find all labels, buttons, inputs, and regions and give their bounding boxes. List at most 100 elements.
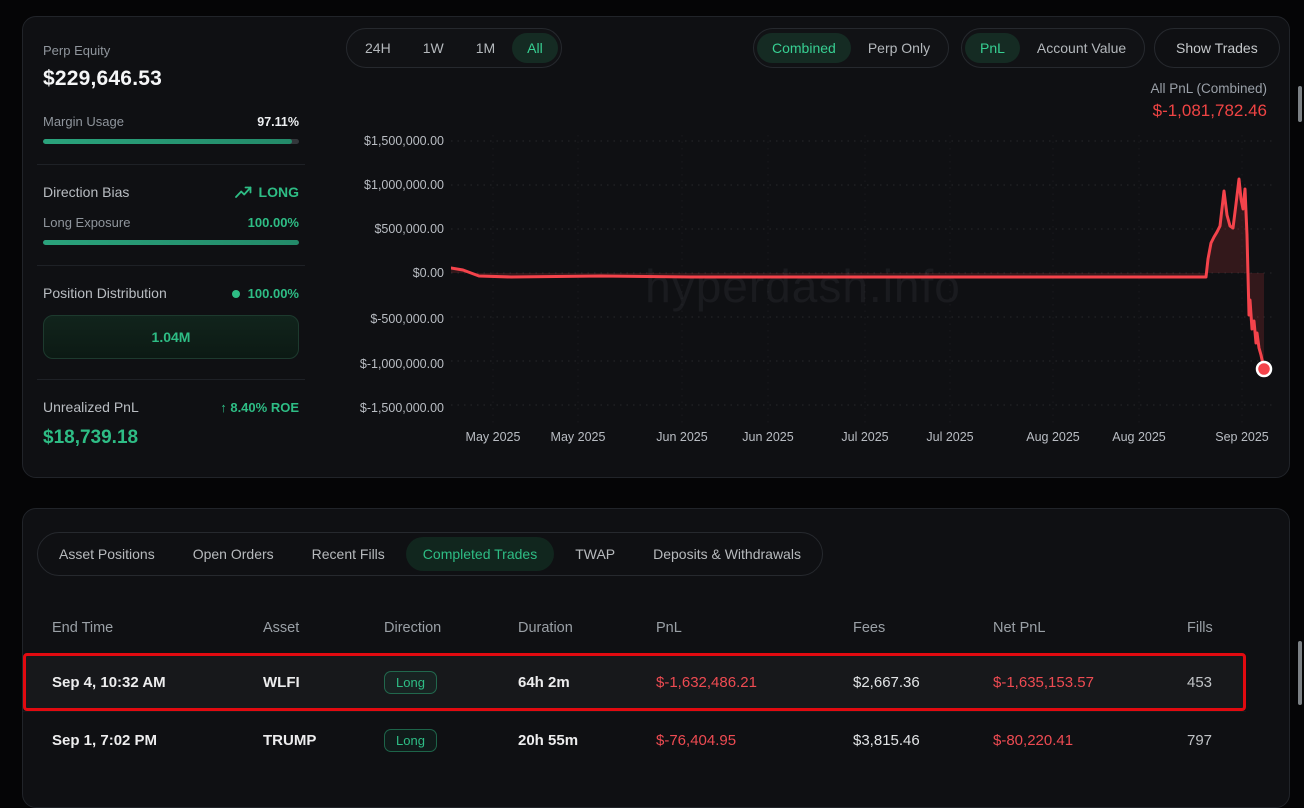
column-header-fills: Fills xyxy=(1187,620,1213,636)
range-1w[interactable]: 1W xyxy=(408,33,459,63)
y-tick-label: $-1,000,000.00 xyxy=(359,357,444,371)
cell-fills: 453 xyxy=(1187,673,1213,691)
position-distribution-value: 100.00% xyxy=(231,286,299,301)
arrow-up-icon: ↑ xyxy=(220,399,227,415)
x-tick-label: May 2025 xyxy=(550,430,606,444)
scope-toggle-group: Combined Perp Only xyxy=(753,28,950,68)
perp-equity-label: Perp Equity xyxy=(43,43,111,58)
long-exposure-label: Long Exposure xyxy=(43,215,131,230)
long-exposure-bar xyxy=(43,240,299,245)
direction-bias-text: LONG xyxy=(258,184,299,200)
cell-duration: 20h 55m xyxy=(518,732,579,749)
x-tick-label: Jul 2025 xyxy=(926,430,974,444)
divider xyxy=(37,265,305,266)
completed-trades-table: End Time Asset Direction Duration PnL Fees Net… xyxy=(23,603,1246,769)
direction-badge: Long xyxy=(384,729,437,752)
column-header-duration: Duration xyxy=(518,620,573,636)
horizontal-gridlines xyxy=(451,140,1273,406)
table-header-row: End Time Asset Direction Duration PnL Fees Net… xyxy=(23,603,1246,653)
direction-bias-label: Direction Bias xyxy=(43,184,130,200)
column-header-pnl: PnL xyxy=(656,620,682,636)
position-size-button[interactable]: 1.04M xyxy=(43,315,299,359)
cell-duration: 64h 2m xyxy=(518,673,570,691)
column-header-net-pnl: Net PnL xyxy=(993,620,1046,636)
cell-end-time: Sep 1, 7:02 PM xyxy=(52,732,158,749)
cell-fees: $3,815.46 xyxy=(853,732,920,749)
metric-account-value[interactable]: Account Value xyxy=(1022,33,1141,63)
margin-usage-value: 97.11% xyxy=(257,114,299,129)
pnl-area-fill xyxy=(451,179,1264,369)
chart-header-label: All PnL (Combined) xyxy=(1150,81,1267,96)
unrealized-pnl-value: $18,739.18 xyxy=(43,427,139,448)
tab-asset-positions[interactable]: Asset Positions xyxy=(42,537,172,571)
long-exposure-bar-fill xyxy=(43,240,299,245)
trades-tabs: Asset Positions Open Orders Recent Fills Co… xyxy=(37,532,823,576)
cell-asset: WLFI xyxy=(263,673,300,691)
y-tick-label: $-1,500,000.00 xyxy=(359,401,444,415)
chart-header-value: $-1,081,782.46 xyxy=(1152,101,1267,120)
direction-bias-value: LONG xyxy=(234,184,299,200)
scrollbar-thumb[interactable] xyxy=(1298,641,1302,705)
cell-asset: TRUMP xyxy=(263,732,317,749)
y-tick-label: $500,000.00 xyxy=(374,222,444,236)
pnl-line-series xyxy=(451,177,1266,371)
margin-usage-bar xyxy=(43,139,299,144)
trend-up-icon xyxy=(234,186,251,198)
position-distribution-label: Position Distribution xyxy=(43,285,167,301)
pnl-line-chart[interactable] xyxy=(451,135,1273,425)
show-trades-button[interactable]: Show Trades xyxy=(1154,28,1280,68)
y-tick-label: $1,000,000.00 xyxy=(364,178,444,192)
tab-recent-fills[interactable]: Recent Fills xyxy=(295,537,402,571)
table-row[interactable]: Sep 1, 7:02 PM TRUMP Long 20h 55m $-76,404.9… xyxy=(23,711,1246,769)
y-tick-label: $1,500,000.00 xyxy=(364,134,444,148)
chart-header: All PnL (Combined) $-1,081,782.46 xyxy=(1150,81,1267,121)
metric-toggle-group: PnL Account Value xyxy=(961,28,1146,68)
cell-fees: $2,667.36 xyxy=(853,673,920,691)
table-row[interactable]: Sep 4, 10:32 AM WLFI Long 64h 2m $-1,632,486… xyxy=(23,653,1246,711)
tab-completed-trades[interactable]: Completed Trades xyxy=(405,537,555,571)
x-tick-label: Sep 2025 xyxy=(1215,430,1269,444)
tab-deposits-withdrawals[interactable]: Deposits & Withdrawals xyxy=(636,537,818,571)
last-point-marker xyxy=(1255,360,1273,378)
cell-direction: Long xyxy=(384,670,518,694)
column-header-direction: Direction xyxy=(384,620,442,636)
cell-fills: 797 xyxy=(1187,732,1213,749)
direction-badge: Long xyxy=(384,670,437,694)
range-24h[interactable]: 24H xyxy=(350,33,406,63)
metric-pnl[interactable]: PnL xyxy=(965,33,1020,63)
unrealized-pnl-label: Unrealized PnL xyxy=(43,399,139,415)
scope-perp-only[interactable]: Perp Only xyxy=(853,33,945,63)
cell-pnl: $-1,632,486.21 xyxy=(656,673,757,691)
scrollbar-thumb[interactable] xyxy=(1298,86,1302,122)
divider xyxy=(37,164,305,165)
margin-usage-label: Margin Usage xyxy=(43,114,124,129)
long-exposure-value: 100.00% xyxy=(247,215,299,230)
perp-equity-value: $229,646.53 xyxy=(43,67,162,90)
tab-open-orders[interactable]: Open Orders xyxy=(176,537,291,571)
x-tick-label: Jul 2025 xyxy=(841,430,889,444)
column-header-asset: Asset xyxy=(263,620,300,636)
x-tick-label: Aug 2025 xyxy=(1026,430,1080,444)
green-dot-icon xyxy=(231,289,240,298)
stats-panel: Perp Equity $229,646.53 Margin Usage 97.… xyxy=(23,17,319,477)
column-header-fees: Fees xyxy=(853,620,886,636)
tab-twap[interactable]: TWAP xyxy=(558,537,632,571)
x-tick-label: Jun 2025 xyxy=(742,430,794,444)
range-all[interactable]: All xyxy=(512,33,558,63)
cell-direction: Long xyxy=(384,729,518,752)
x-tick-label: Aug 2025 xyxy=(1112,430,1166,444)
unrealized-roe: ↑ 8.40% ROE xyxy=(220,399,299,415)
trades-panel: Asset Positions Open Orders Recent Fills Co… xyxy=(22,508,1290,808)
column-header-end-time: End Time xyxy=(52,620,114,636)
range-1m[interactable]: 1M xyxy=(461,33,510,63)
x-tick-label: May 2025 xyxy=(465,430,521,444)
divider xyxy=(37,379,305,380)
margin-usage-bar-fill xyxy=(43,139,292,144)
x-tick-label: Jun 2025 xyxy=(656,430,708,444)
vertical-gridlines xyxy=(492,135,1243,425)
cell-net-pnl: $-80,220.41 xyxy=(993,732,1074,749)
scope-combined[interactable]: Combined xyxy=(757,33,851,63)
pnl-chart-panel: Perp Equity $229,646.53 Margin Usage 97.… xyxy=(22,16,1290,478)
table-body: Sep 4, 10:32 AM WLFI Long 64h 2m $-1,632,486… xyxy=(23,653,1246,769)
time-range-group: 24H 1W 1M All xyxy=(346,28,562,68)
